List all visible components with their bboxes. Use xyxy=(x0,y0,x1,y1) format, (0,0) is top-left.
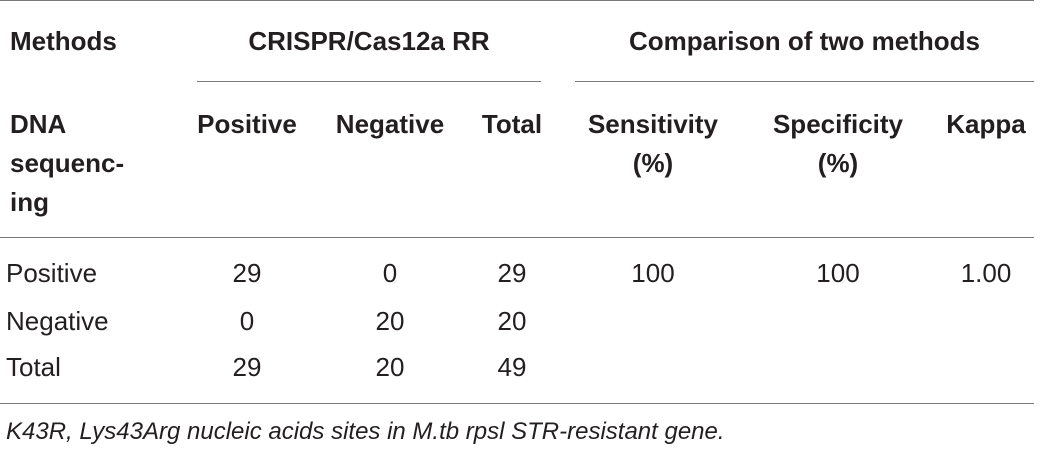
row-label: Positive xyxy=(6,258,98,288)
cell-positive: 29 xyxy=(232,352,262,382)
header-specificity-line2: (%) xyxy=(817,148,859,178)
row-label: Total xyxy=(6,352,61,382)
cell-negative: 20 xyxy=(375,352,405,382)
header-dna-sequencing-line2: sequenc- xyxy=(10,148,125,178)
header-kappa: Kappa xyxy=(946,109,1026,139)
header-bottom-rule xyxy=(0,237,1034,238)
cell-negative: 20 xyxy=(375,306,405,336)
header-crispr-group: CRISPR/Cas12a RR xyxy=(248,26,490,56)
header-specificity-line1: Specificity xyxy=(772,109,904,139)
cell-sensitivity: 100 xyxy=(631,258,675,288)
cell-positive: 29 xyxy=(232,258,262,288)
comparison-group-underline xyxy=(575,81,1034,82)
header-sensitivity-line1: Sensitivity xyxy=(587,109,719,139)
header-comparison-group: Comparison of two methods xyxy=(629,26,980,56)
cell-specificity: 100 xyxy=(816,258,860,288)
cell-kappa: 1.00 xyxy=(960,258,1012,288)
header-positive: Positive xyxy=(197,109,297,139)
cell-total: 20 xyxy=(497,306,527,336)
cell-negative: 0 xyxy=(382,258,398,288)
row-label: Negative xyxy=(6,306,109,336)
cell-total: 29 xyxy=(497,258,527,288)
header-methods: Methods xyxy=(10,26,117,56)
table-bottom-rule xyxy=(0,403,1034,404)
header-sensitivity-line2: (%) xyxy=(632,148,674,178)
header-negative: Negative xyxy=(335,109,445,139)
cell-total: 49 xyxy=(497,352,527,382)
table-footnote: K43R, Lys43Arg nucleic acids sites in M.… xyxy=(6,418,725,445)
header-dna-sequencing-line1: DNA xyxy=(10,109,67,139)
header-dna-sequencing-line3: ing xyxy=(10,187,49,217)
crispr-group-underline xyxy=(197,81,541,82)
header-total: Total xyxy=(481,109,543,139)
top-rule xyxy=(0,0,1034,1)
cell-positive: 0 xyxy=(239,306,255,336)
